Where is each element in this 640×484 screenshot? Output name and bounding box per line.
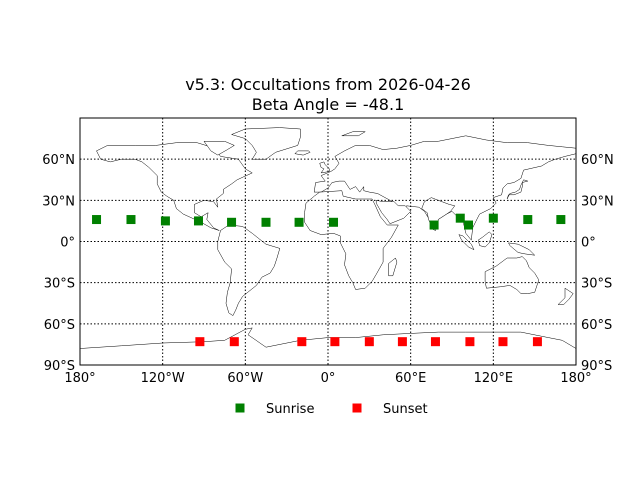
sunrise-marker (193, 216, 203, 226)
sunrise-marker (261, 217, 271, 227)
sunrise-marker (523, 215, 533, 225)
sunset-marker (330, 337, 340, 347)
y-tick-label-left: 60°N (42, 153, 75, 168)
sunrise-marker (464, 220, 474, 230)
y-tick-label-right: 60°S (581, 318, 612, 333)
y-tick-label-right: 90°S (581, 359, 612, 374)
sunrise-marker (160, 216, 170, 226)
sunset-marker (430, 337, 440, 347)
map-frame (79, 117, 577, 366)
legend-swatch-sunrise (235, 403, 245, 413)
y-tick-label-left: 60°S (44, 318, 75, 333)
chart-title-line2: Beta Angle = -48.1 (252, 95, 405, 114)
coastline-new-guinea (508, 242, 536, 256)
coastline-south-america (217, 224, 281, 316)
tick-labels: 180° 120°W 60°W 0° 60°E 120°E 180° 60°N 60°N 30°N… (42, 153, 614, 386)
x-tick-label: 180° (560, 371, 591, 386)
coastline-australia (484, 256, 540, 294)
sunrise-marker (455, 213, 465, 223)
chart-title-line1: v5.3: Occultations from 2026-04-26 (185, 75, 471, 94)
sunrise-marker (329, 217, 339, 227)
sunset-marker (465, 337, 475, 347)
data-markers (92, 213, 566, 347)
coastline-arabia (375, 199, 412, 225)
y-tick-label-right: 30°N (581, 194, 614, 209)
sunrise-marker (429, 220, 439, 230)
legend-label-sunset: Sunset (383, 402, 428, 417)
sunrise-marker (556, 215, 566, 225)
coastline-eurasia (313, 135, 577, 241)
coastlines (79, 127, 577, 366)
y-tick-label-right: 30°S (581, 277, 612, 292)
y-tick-label-left: 30°N (42, 194, 75, 209)
sunset-marker (498, 337, 508, 347)
x-tick-label: 120°E (474, 371, 514, 386)
gridlines (80, 118, 576, 365)
sunset-marker (229, 337, 239, 347)
x-tick-label: 60°W (227, 371, 263, 386)
sunset-marker (297, 337, 307, 347)
sunset-marker (532, 337, 542, 347)
coastline-africa (304, 190, 399, 290)
x-tick-label: 120°W (141, 371, 185, 386)
coastline-new-zealand (557, 287, 574, 305)
sunrise-marker (227, 217, 237, 227)
coastline-svalbard (341, 131, 367, 137)
sunrise-marker (294, 217, 304, 227)
x-tick-label: 180° (64, 371, 95, 386)
y-tick-label-left: 30°S (44, 277, 75, 292)
coastline-madagascar (388, 257, 398, 277)
coastline-greenland (230, 127, 301, 160)
y-tick-label-left: 90°S (44, 359, 75, 374)
legend-swatch-sunset (352, 403, 362, 413)
sunrise-marker (92, 215, 102, 225)
legend: Sunrise Sunset (235, 402, 428, 417)
coastline-borneo (477, 231, 493, 248)
coastline-sumatra (458, 234, 475, 251)
y-tick-label-right: 60°N (581, 153, 614, 168)
sunset-marker (364, 337, 374, 347)
legend-label-sunrise: Sunrise (266, 402, 314, 417)
sunrise-marker (126, 215, 136, 225)
sunrise-marker (488, 213, 498, 223)
y-tick-label-right: 0° (581, 236, 596, 251)
sunset-marker (397, 337, 407, 347)
x-tick-label: 0° (321, 371, 336, 386)
sunset-marker (195, 337, 205, 347)
coastline-baffin (203, 141, 235, 156)
coastline-japan (506, 179, 529, 200)
coastline-north-america (96, 142, 253, 231)
y-tick-label-left: 0° (60, 236, 75, 251)
coastline-iceland (294, 150, 311, 156)
coastline-uk (319, 161, 330, 174)
x-tick-label: 60°E (395, 371, 426, 386)
